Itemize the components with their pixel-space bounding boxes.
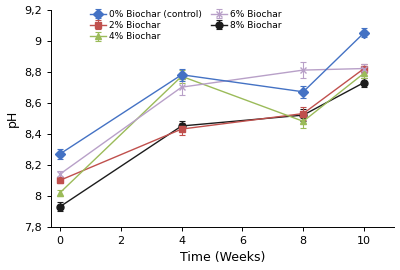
X-axis label: Time (Weeks): Time (Weeks) xyxy=(180,251,265,264)
Legend: 0% Biochar (control), 2% Biochar, 4% Biochar, 6% Biochar, 8% Biochar: 0% Biochar (control), 2% Biochar, 4% Bio… xyxy=(90,10,281,41)
Y-axis label: pH: pH xyxy=(6,110,18,127)
